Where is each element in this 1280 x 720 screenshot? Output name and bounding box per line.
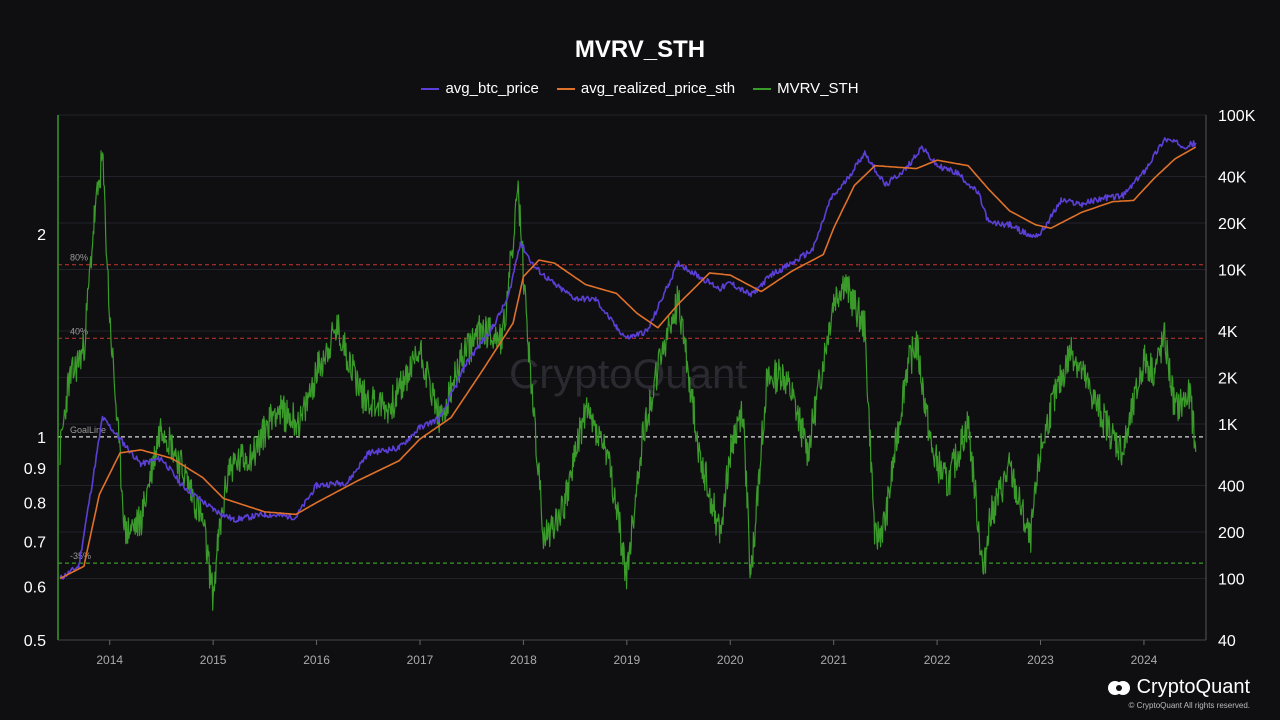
x-tick-label: 2017: [407, 653, 434, 667]
left-tick-label: 0.8: [24, 495, 46, 512]
right-tick-label: 10K: [1218, 263, 1247, 280]
reference-lines: 80%40%GoalLine-35%: [58, 253, 1206, 564]
cryptoquant-logo-icon: [1107, 680, 1130, 695]
left-tick-label: 0.9: [24, 461, 46, 478]
legend-item-avg-btc-price[interactable]: avg_btc_price: [421, 80, 539, 97]
left-tick-label: 1: [37, 430, 46, 447]
reference-label: 40%: [70, 326, 88, 336]
right-tick-label: 2K: [1218, 371, 1238, 388]
brand-block: CryptoQuant © CryptoQuant All rights res…: [1107, 676, 1250, 710]
x-tick-label: 2023: [1027, 653, 1054, 667]
legend: avg_btc_price avg_realized_price_sth MVR…: [0, 80, 1280, 97]
watermark: CryptoQuant: [509, 350, 747, 397]
left-tick-label: 0.7: [24, 534, 46, 551]
brand-name: CryptoQuant: [1136, 676, 1250, 698]
brand-copyright: © CryptoQuant All rights reserved.: [1128, 701, 1251, 710]
legend-item-avg-realized-price-sth[interactable]: avg_realized_price_sth: [556, 80, 736, 97]
reference-label: 80%: [70, 253, 88, 263]
series-line-mvrv-sth: [59, 150, 1197, 611]
left-tick-label: 0.6: [24, 580, 46, 597]
legend-swatch-avg-realized-price-sth: [556, 87, 575, 90]
right-tick-label: 1K: [1218, 417, 1238, 434]
axes: 0.5 0.6 0.7 0.8 0.9 1 2 40 100 200 400 1K 2K 4K 10K 20K…: [24, 108, 1256, 667]
chart-title: MVRV_STH: [574, 36, 706, 63]
right-tick-label: 4K: [1218, 324, 1238, 341]
x-tick-label: 2021: [820, 653, 847, 667]
x-tick-label: 2016: [303, 653, 330, 667]
x-tick-label: 2022: [924, 653, 951, 667]
x-tick-label: 2019: [613, 653, 640, 667]
legend-swatch-avg-btc-price: [421, 87, 440, 90]
legend-label-avg-realized-price-sth: avg_realized_price_sth: [580, 80, 736, 97]
series-layer: [59, 137, 1197, 611]
right-tick-label: 40: [1218, 633, 1236, 650]
x-tick-label: 2014: [96, 653, 123, 667]
reference-label: GoalLine: [70, 425, 106, 435]
left-tick-label: 0.5: [24, 633, 46, 650]
right-tick-label: 40K: [1218, 169, 1247, 186]
series-line-avg-btc-price: [59, 137, 1197, 580]
left-tick-label: 2: [37, 227, 46, 244]
x-tick-label: 2015: [200, 653, 227, 667]
right-tick-label: 100K: [1218, 108, 1256, 125]
right-tick-label: 20K: [1218, 216, 1247, 233]
grid-lines: [58, 114, 1206, 641]
legend-swatch-mvrv-sth: [753, 87, 772, 90]
x-tick-label: 2020: [717, 653, 744, 667]
series-line-avg-realized-price-sth: [59, 146, 1197, 580]
right-tick-label: 200: [1218, 525, 1245, 542]
legend-label-avg-btc-price: avg_btc_price: [445, 80, 539, 97]
right-tick-label: 100: [1218, 572, 1245, 589]
legend-label-mvrv-sth: MVRV_STH: [777, 80, 859, 97]
x-tick-label: 2018: [510, 653, 537, 667]
right-tick-label: 400: [1218, 478, 1245, 495]
x-tick-label: 2024: [1131, 653, 1158, 667]
legend-item-mvrv-sth[interactable]: MVRV_STH: [753, 80, 859, 97]
